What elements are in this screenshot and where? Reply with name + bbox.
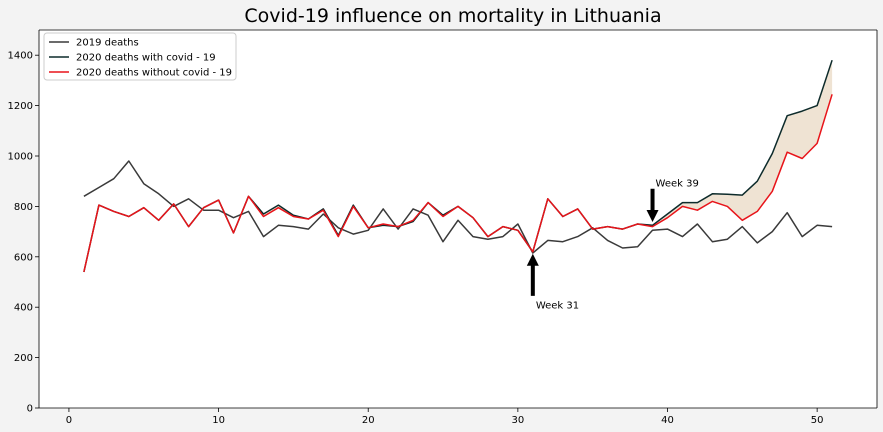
- x-tick-label: 40: [661, 415, 674, 426]
- series-line-2: [83, 94, 833, 273]
- y-tick-label: 1000: [8, 152, 33, 163]
- legend-box: [43, 32, 237, 81]
- x-tick-label: 50: [811, 415, 824, 426]
- x-tick-label: 10: [212, 415, 225, 426]
- y-tick-label: 400: [14, 303, 33, 314]
- legend-label-0: 2019 deaths: [76, 38, 139, 49]
- axes: 0 10 20 30 40 50 0 200 400 600 800 1000 1200 1400: [8, 29, 878, 426]
- fill-area: [39, 30, 877, 408]
- legend-label-2: 2020 deaths without covid - 19: [76, 68, 232, 79]
- legend-label-1: 2020 deaths with covid - 19: [76, 53, 216, 64]
- y-tick-label: 800: [14, 202, 33, 213]
- y-tick-label: 200: [14, 353, 33, 364]
- x-tick-label: 30: [511, 415, 524, 426]
- series-line-0: [83, 160, 833, 254]
- arrow-head-week-31: [526, 253, 539, 266]
- annotation-week-39: Week 39: [656, 178, 699, 189]
- annotation-week-31: Week 31: [536, 301, 579, 312]
- series-lines: [83, 59, 833, 273]
- chart-title: Covid-19 influence on mortality in Lithu…: [244, 5, 661, 27]
- y-tick-label: 1400: [8, 51, 33, 62]
- x-tick-label: 0: [66, 415, 72, 426]
- y-tick-label: 0: [27, 404, 33, 415]
- legend: 2019 deaths 2020 deaths with covid - 19 20…: [43, 32, 237, 81]
- y-tick-label: 1200: [8, 101, 33, 112]
- annotations: Week 39 Week 31: [526, 178, 699, 312]
- arrow-head-week-39: [646, 210, 659, 223]
- x-tick-label: 20: [362, 415, 375, 426]
- y-tick-label: 600: [14, 252, 33, 263]
- plot-area: [39, 30, 877, 408]
